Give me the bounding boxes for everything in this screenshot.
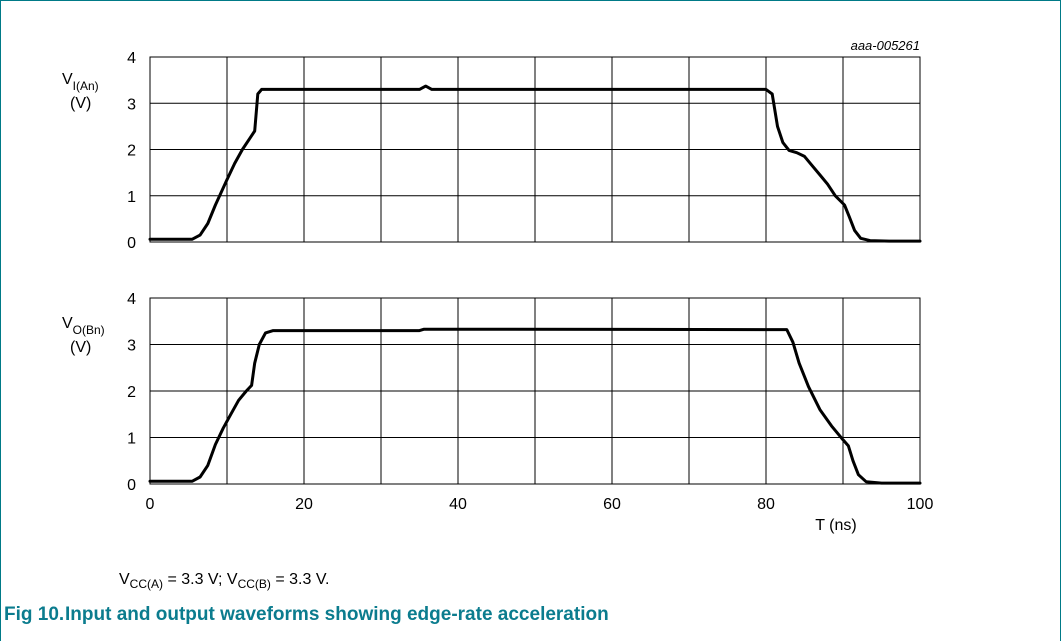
figure-caption: Fig 10.Input and output waveforms showin… <box>4 604 609 626</box>
output-x-tick-label: 100 <box>907 496 934 513</box>
input-y-tick-label: 1 <box>127 189 136 206</box>
output-ylabel: VO(Bn) <box>62 315 105 337</box>
supply-condition-note: VCC(A) = 3.3 V; VCC(B) = 3.3 V. <box>119 571 330 592</box>
output-waveform-trace <box>148 327 922 485</box>
input-waveform-trace <box>148 84 922 243</box>
x-axis-label: T (ns) <box>815 517 856 534</box>
output-y-tick-label: 1 <box>127 431 136 448</box>
output-x-tick-label: 80 <box>757 496 775 513</box>
frame-top-border <box>0 0 1061 1</box>
input-y-tick-label: 2 <box>127 143 136 160</box>
input-y-tick-label: 0 <box>127 235 136 252</box>
output-x-tick-label: 0 <box>146 496 155 513</box>
input-y-tick-label: 4 <box>127 50 136 67</box>
output-y-tick-label: 4 <box>127 291 136 308</box>
output-ylabel-unit: (V) <box>70 339 91 356</box>
figure-code: aaa-005261 <box>851 38 920 53</box>
figure-number: Fig 10. <box>4 604 65 625</box>
frame-left-border <box>0 0 1 641</box>
output-x-tick-label: 20 <box>295 496 313 513</box>
output-y-tick-label: 2 <box>127 384 136 401</box>
output-y-tick-label: 3 <box>127 338 136 355</box>
input-ylabel: VI(An) <box>62 71 99 93</box>
output-y-tick-label: 0 <box>127 477 136 494</box>
figure-title: Input and output waveforms showing edge-… <box>65 604 609 625</box>
output-x-tick-label: 60 <box>603 496 621 513</box>
input-waveform-chart: 0 1 2 3 4 VI(An) (V) <box>62 50 922 252</box>
input-y-tick-label: 3 <box>127 96 136 113</box>
input-ylabel-unit: (V) <box>70 95 91 112</box>
output-x-tick-label: 40 <box>449 496 467 513</box>
